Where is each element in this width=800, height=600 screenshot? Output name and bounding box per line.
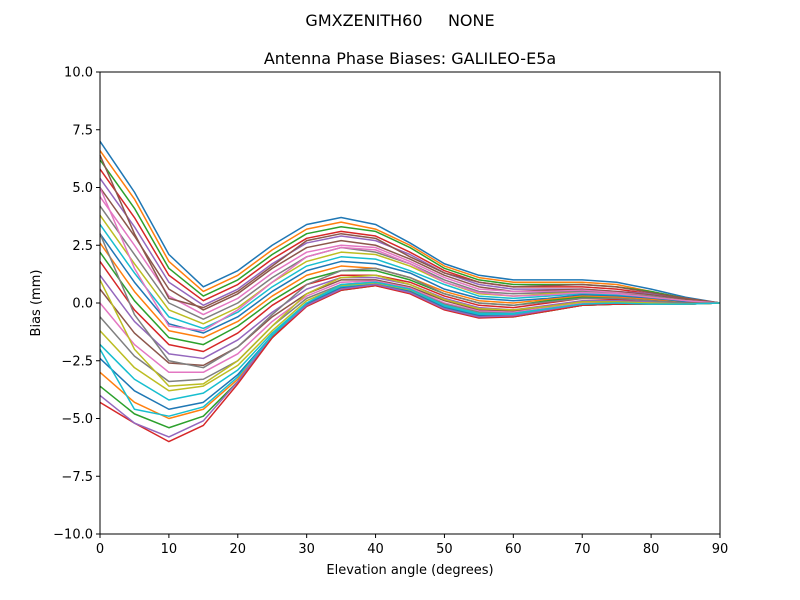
x-tick-label: 70 xyxy=(574,542,591,557)
series-layer xyxy=(99,140,721,443)
x-tick-label: 20 xyxy=(230,542,247,557)
x-tick-label: 90 xyxy=(712,542,729,557)
series-line-10 xyxy=(99,224,721,330)
chart-suptitle: GMXZENITH60 NONE xyxy=(305,11,494,30)
y-axis-label: Bias (mm) xyxy=(29,270,44,337)
series-line-28 xyxy=(99,233,720,369)
y-tick-label: 10.0 xyxy=(64,66,93,81)
y-tick-label: 2.5 xyxy=(72,239,93,254)
series-line-2 xyxy=(99,150,721,304)
series-line-26 xyxy=(99,154,721,309)
x-tick-label: 40 xyxy=(367,542,384,557)
x-tick-label: 50 xyxy=(436,542,453,557)
series-line-1 xyxy=(99,140,721,304)
x-tick-label: 30 xyxy=(298,542,315,557)
series-line-14 xyxy=(99,260,720,353)
series-line-7 xyxy=(99,196,721,316)
x-axis-label: Elevation angle (degrees) xyxy=(326,563,493,578)
series-line-6 xyxy=(99,187,721,311)
y-tick-label: −2.5 xyxy=(61,354,93,369)
chart-title: Antenna Phase Biases: GALILEO-E5a xyxy=(264,49,556,68)
series-line-30 xyxy=(99,281,721,417)
y-tick-label: 5.0 xyxy=(72,181,93,196)
x-tick-label: 60 xyxy=(505,542,522,557)
y-tick-label: −7.5 xyxy=(61,470,93,485)
y-tick-label: −10.0 xyxy=(53,528,93,543)
x-tick-label: 10 xyxy=(161,542,178,557)
y-tick-label: 0.0 xyxy=(72,297,93,312)
series-line-27 xyxy=(99,187,721,332)
series-line-11 xyxy=(99,233,721,334)
y-axis: −10.0 −7.5 −5.0 −2.5 0.0 2.5 5.0 7.5 10.0 xyxy=(53,66,100,543)
y-tick-label: 7.5 xyxy=(72,123,93,138)
y-tick-label: −5.0 xyxy=(61,412,93,427)
x-axis: 0 10 20 30 40 50 60 70 80 90 xyxy=(96,534,728,557)
series-line-24 xyxy=(99,284,721,443)
x-tick-label: 80 xyxy=(643,542,660,557)
x-tick-label: 0 xyxy=(96,542,104,557)
series-line-29 xyxy=(99,274,721,387)
series-line-4 xyxy=(99,168,721,304)
